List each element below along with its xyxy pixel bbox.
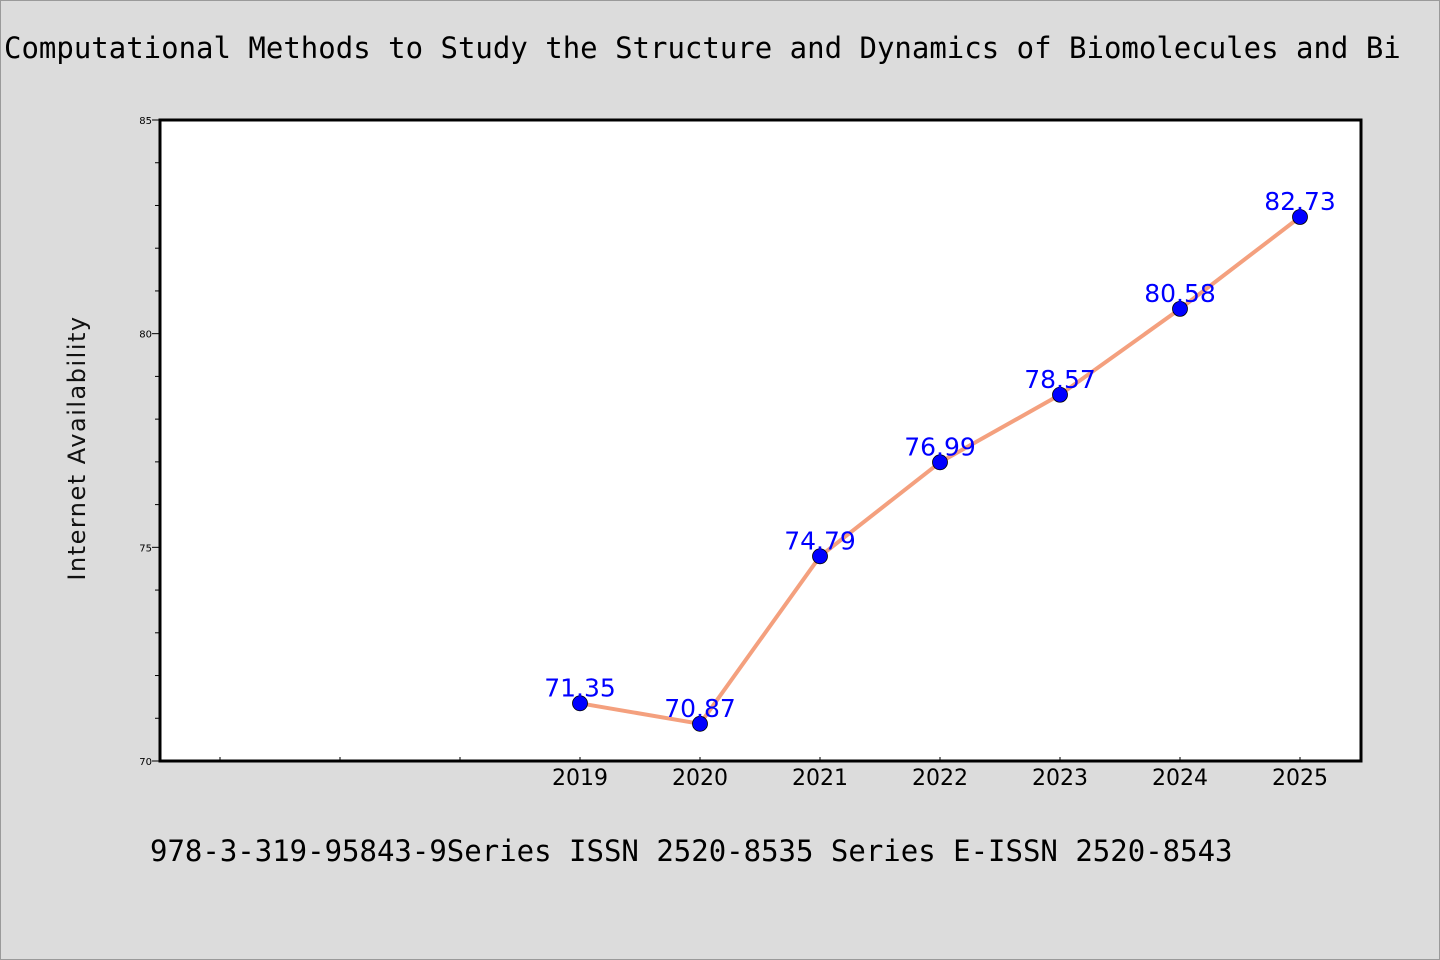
data-labels: 71.35 70.87 74.79 76.99 78.57 80.58 82.73	[544, 187, 1336, 723]
data-point-marker	[812, 548, 828, 565]
x-tick-label: 2022	[912, 766, 968, 791]
chart-title: Computational Methods to Study the Struc…	[4, 31, 1401, 65]
data-label: 70.87	[664, 694, 736, 723]
data-label: 76.99	[904, 432, 976, 461]
data-point-marker	[1052, 386, 1068, 403]
data-point-marker	[1172, 300, 1188, 317]
x-tick-label: 2020	[672, 766, 728, 791]
data-label: 82.73	[1264, 187, 1336, 216]
x-tick-label: 2021	[792, 766, 848, 791]
series-internet-availability	[572, 209, 1308, 732]
y-tick-label: 75	[139, 543, 152, 554]
y-tick-label: 85	[139, 116, 152, 127]
x-tick-label: 2025	[1272, 766, 1328, 791]
data-label: 78.57	[1024, 365, 1096, 394]
y-tick-label: 70	[139, 757, 152, 768]
x-tick-label: 2023	[1032, 766, 1088, 791]
data-label: 74.79	[784, 526, 856, 555]
y-axis-label: Internet Availability	[63, 315, 91, 580]
data-label: 71.35	[544, 673, 616, 702]
data-point-marker	[572, 695, 588, 712]
data-point-marker	[692, 715, 708, 732]
footer-text: 978-3-319-95843-9Series ISSN 2520-8535 S…	[150, 834, 1233, 868]
data-point-marker	[932, 454, 948, 471]
data-point-marker	[1292, 209, 1308, 225]
axes: 70 75 80 85 2019 2020 2021 2022 2023 2024 2025	[139, 116, 1328, 791]
x-tick-label: 2019	[552, 766, 608, 791]
y-tick-label: 80	[139, 330, 152, 341]
x-tick-label: 2024	[1152, 766, 1208, 791]
data-label: 80.58	[1144, 279, 1216, 308]
plot-area	[158, 118, 1363, 763]
